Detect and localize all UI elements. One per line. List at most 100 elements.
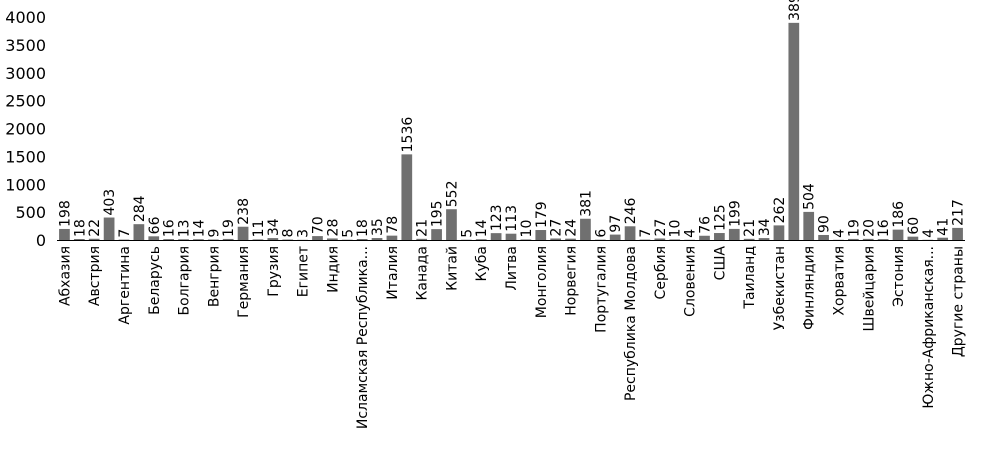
data-label: 27 [549, 219, 565, 237]
data-label: 3 [296, 229, 312, 238]
bar [877, 239, 889, 240]
bar [714, 233, 725, 240]
bar [371, 238, 383, 240]
category-label: Индия [325, 246, 341, 293]
bar [654, 238, 666, 240]
data-label: 14 [191, 219, 207, 237]
data-label: 24 [564, 219, 580, 237]
data-label: 113 [504, 205, 520, 232]
bar [222, 238, 234, 240]
data-label: 5 [459, 229, 475, 238]
data-label: 28 [325, 219, 341, 237]
y-tick-label: 1500 [5, 147, 46, 166]
data-label: 13 [177, 219, 193, 237]
category-label: Норвегия [564, 246, 580, 316]
bar [937, 237, 949, 240]
data-label: 35 [370, 218, 386, 236]
data-label: 76 [698, 216, 714, 234]
category-labels: Абхазия Австрия Аргентина Беларусь Болгария В… [57, 246, 966, 430]
data-label: 6 [593, 229, 609, 238]
bar [952, 227, 963, 240]
category-label: Германия [236, 246, 252, 318]
data-label: 4 [831, 229, 847, 238]
data-label: 34 [757, 218, 773, 236]
data-label: 19 [846, 219, 862, 237]
bar [88, 238, 100, 240]
category-label: Австрия [87, 246, 103, 306]
category-label: Грузия [266, 246, 282, 297]
y-axis: 0 500 1000 1500 2000 2500 3000 3500 4000 [5, 8, 46, 250]
category-label: Таиланд [742, 246, 758, 310]
data-label: 179 [534, 201, 550, 228]
data-label: 262 [772, 197, 788, 224]
data-label: 19 [221, 219, 237, 237]
category-label: Беларусь [147, 246, 163, 315]
bar [193, 239, 204, 240]
bar [743, 238, 755, 240]
value-labels: 1981822403728466161314919238113483702851… [57, 0, 966, 238]
bar [728, 228, 740, 240]
bar [416, 238, 428, 240]
bar [267, 238, 279, 240]
y-tick-label: 3000 [5, 64, 46, 83]
bar [773, 225, 785, 240]
data-label: 7 [117, 229, 133, 238]
category-label: Исламская Республика... [355, 246, 371, 429]
y-tick-label: 500 [15, 203, 46, 222]
bar [758, 238, 770, 240]
bar [59, 228, 70, 240]
data-label: 5 [340, 229, 356, 238]
data-label: 504 [802, 183, 818, 210]
y-tick-label: 2000 [5, 120, 46, 139]
category-label: Швейцария [861, 246, 877, 331]
bar [803, 211, 815, 240]
bars [59, 22, 963, 240]
bar [327, 238, 338, 240]
category-label: Финляндия [802, 246, 818, 330]
data-label: 11 [251, 220, 267, 238]
category-label: Италия [385, 246, 401, 300]
bar [565, 238, 576, 240]
data-label: 403 [102, 189, 118, 216]
data-label: 199 [727, 200, 743, 227]
bar [475, 239, 487, 240]
category-label: Южно-Африканская... [921, 246, 937, 409]
data-label: 66 [147, 216, 163, 234]
category-label: Литва [504, 246, 520, 291]
y-tick-label: 1000 [5, 175, 46, 194]
data-label: 8 [281, 229, 297, 238]
bar [862, 238, 874, 240]
bar [505, 233, 517, 240]
bar [580, 218, 591, 240]
bar [356, 239, 368, 240]
bar [669, 239, 681, 240]
bar [818, 234, 829, 240]
bar [163, 239, 174, 240]
data-label: 18 [355, 219, 371, 237]
data-label: 90 [817, 215, 833, 233]
data-label: 125 [712, 204, 728, 231]
category-label: Венгрия [206, 246, 222, 307]
bar [103, 217, 115, 240]
bar [520, 239, 532, 240]
category-label: Португалия [593, 246, 609, 333]
bar [207, 239, 219, 240]
data-label: 10 [519, 220, 535, 238]
bar [237, 226, 249, 240]
data-label: 34 [266, 218, 282, 236]
data-label: 9 [206, 229, 222, 238]
y-tick-label: 3500 [5, 36, 46, 55]
data-label: 552 [444, 180, 460, 207]
category-label: Канада [415, 246, 431, 301]
bar [148, 236, 160, 240]
data-label: 60 [906, 217, 922, 235]
bar [386, 235, 398, 240]
data-label: 70 [310, 216, 326, 234]
data-label: 381 [578, 190, 594, 217]
bar [848, 238, 859, 240]
data-label: 3895 [787, 0, 803, 21]
data-label: 97 [608, 215, 624, 233]
data-label: 16 [876, 219, 892, 237]
data-label: 41 [936, 218, 952, 236]
data-label: 7 [638, 229, 654, 238]
